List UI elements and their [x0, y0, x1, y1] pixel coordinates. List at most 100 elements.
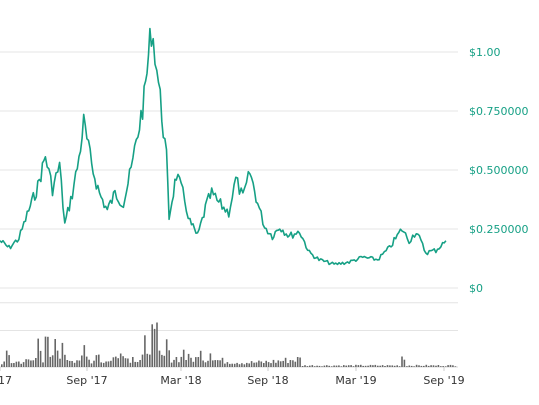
- volume-bar: [391, 365, 394, 367]
- price-axis: $0 $0.250000 $0.500000 $0.750000 $1.00: [469, 46, 529, 295]
- volume-bar: [352, 366, 355, 367]
- price-line: [0, 27, 447, 266]
- volume-bar: [78, 360, 81, 367]
- volume-bars: [1, 322, 457, 367]
- volume-bar: [360, 364, 362, 367]
- volume-bar: [233, 363, 236, 367]
- volume-bar: [323, 365, 326, 367]
- volume-bar: [248, 363, 250, 367]
- volume-bar: [284, 357, 287, 367]
- volume-bar: [98, 354, 100, 367]
- volume-bar: [199, 350, 202, 367]
- volume-bar: [357, 365, 360, 367]
- volume-bar: [110, 360, 112, 367]
- volume-bar: [374, 364, 377, 367]
- volume-bar: [153, 328, 156, 367]
- volume-bar: [124, 358, 127, 367]
- volume-bar: [270, 363, 272, 367]
- volume-bar: [190, 357, 192, 367]
- volume-bar: [22, 362, 25, 367]
- volume-bar: [141, 354, 144, 367]
- volume-bar: [209, 353, 212, 367]
- volume-bar: [1, 364, 3, 367]
- volume-bar: [403, 359, 406, 367]
- volume-bar: [386, 365, 389, 367]
- volume-bar: [18, 361, 20, 367]
- volume-bar: [345, 365, 347, 367]
- volume-bar: [214, 360, 216, 367]
- volume-bar: [440, 366, 442, 367]
- volume-bar: [289, 360, 292, 367]
- volume-bar: [299, 357, 301, 367]
- volume-bar: [127, 358, 129, 367]
- volume-bar: [35, 358, 37, 367]
- volume-bar: [68, 360, 71, 367]
- volume-bar: [316, 365, 318, 367]
- volume-bar: [306, 366, 309, 367]
- volume-bar: [236, 362, 238, 367]
- volume-bar: [112, 357, 115, 367]
- volume-bar: [330, 366, 333, 367]
- volume-bar: [377, 365, 379, 367]
- price-tick-label: $0: [469, 282, 483, 295]
- price-tick-label: $0.500000: [469, 164, 529, 177]
- volume-bar: [134, 361, 136, 367]
- volume-bar: [381, 365, 384, 367]
- volume-bar: [32, 360, 35, 367]
- volume-bar: [195, 357, 197, 367]
- volume-bar: [212, 360, 214, 367]
- volume-bar: [229, 363, 231, 367]
- volume-bar: [393, 365, 396, 367]
- volume-bar: [296, 357, 299, 367]
- volume-bar: [328, 365, 330, 367]
- date-axis: 17 Sep '17 Mar '18 Sep '18 Mar '19 Sep '19: [0, 367, 465, 387]
- volume-bar: [238, 364, 241, 367]
- volume-bar: [30, 360, 32, 367]
- volume-bar: [318, 365, 321, 367]
- volume-bar: [136, 362, 139, 367]
- volume-bar: [418, 365, 420, 367]
- volume-bar: [132, 357, 134, 367]
- volume-bar: [119, 353, 122, 367]
- volume-bar: [66, 360, 69, 367]
- volume-bar: [204, 362, 207, 367]
- volume-bar: [185, 360, 187, 367]
- volume-bar: [246, 362, 248, 367]
- volume-bar: [151, 324, 153, 367]
- volume-bar: [265, 360, 267, 367]
- volume-bar: [379, 365, 381, 367]
- volume-bar: [56, 350, 59, 367]
- volume-bar: [326, 365, 328, 367]
- volume-bar: [454, 366, 457, 367]
- volume-bar: [165, 339, 168, 367]
- volume-bar: [369, 364, 372, 367]
- volume-bar: [263, 363, 265, 367]
- volume-bar: [76, 360, 78, 367]
- volume-bar: [47, 336, 49, 367]
- volume-bar: [54, 339, 56, 367]
- volume-bar: [384, 366, 386, 367]
- volume-bar: [444, 366, 447, 367]
- volume-bar: [15, 361, 18, 367]
- volume-bar: [258, 360, 260, 367]
- volume-bar: [311, 365, 314, 367]
- volume-bar: [267, 362, 270, 367]
- volume-bar: [173, 359, 175, 367]
- volume-bar: [420, 365, 423, 367]
- volume-bar: [149, 354, 151, 367]
- volume-bar: [292, 360, 294, 367]
- volume-bar: [71, 361, 73, 367]
- volume-bar: [304, 365, 306, 367]
- volume-bar: [309, 365, 311, 367]
- volume-bar: [430, 365, 432, 367]
- volume-bar: [39, 350, 42, 367]
- volume-bar: [83, 345, 86, 367]
- volume-bar: [170, 362, 173, 367]
- volume-bar: [398, 366, 401, 367]
- volume-bar: [5, 350, 8, 367]
- volume-bar: [425, 364, 428, 367]
- volume-bar: [364, 365, 367, 367]
- volume-bar: [158, 350, 161, 367]
